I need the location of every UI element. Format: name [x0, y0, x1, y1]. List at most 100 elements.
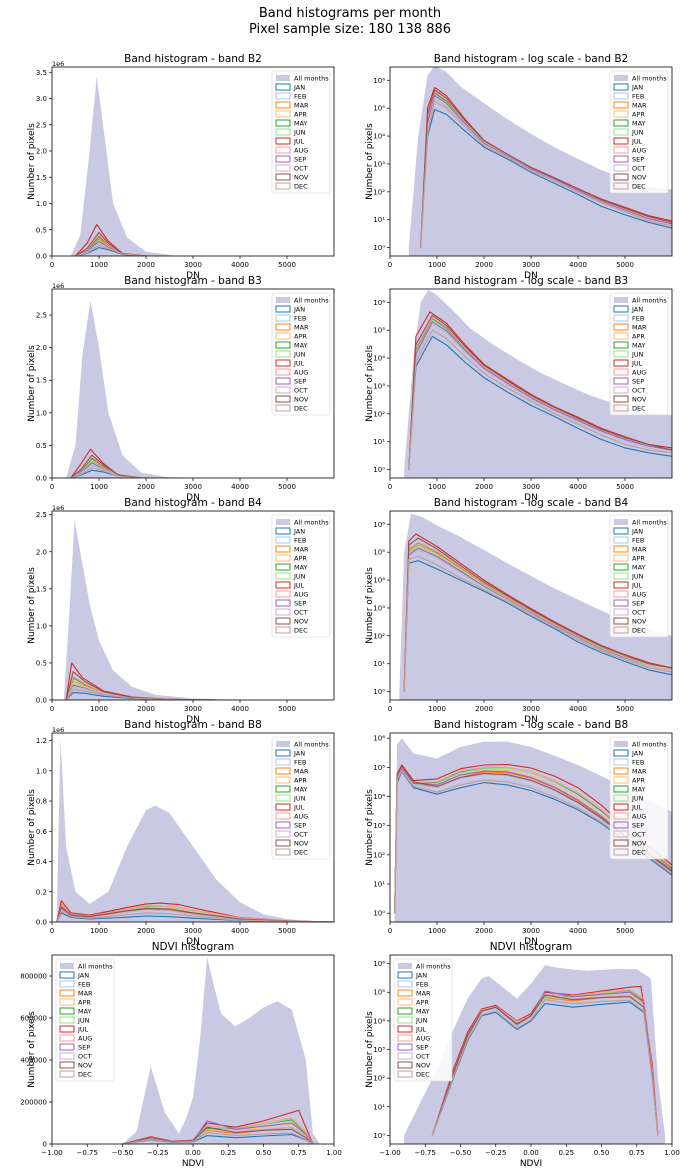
legend-swatch	[275, 341, 291, 349]
legend-item: OCT	[59, 1052, 92, 1061]
y-axis: 0.0 0.5 1.0 1.5 2.0 2.5 1e6	[36, 282, 64, 483]
legend-swatch	[59, 1052, 75, 1060]
legend-item: JUL	[275, 803, 305, 812]
legend-swatch	[397, 1016, 413, 1024]
legend-label: DEC	[632, 627, 646, 635]
series-line-dec	[431, 999, 659, 1136]
legend-label: DEC	[632, 849, 646, 857]
legend-swatch	[613, 572, 629, 580]
legend-swatch	[397, 1025, 413, 1033]
y-tick-label: 10⁰	[373, 244, 385, 252]
legend-label: MAY	[632, 786, 646, 794]
x-tick-label: 2000	[475, 261, 493, 269]
y-tick-label: 0.5	[36, 659, 47, 667]
legend-label: FEB	[294, 537, 306, 545]
legend-swatch	[613, 110, 629, 118]
series-line-jan	[408, 335, 672, 470]
legend-swatch	[275, 554, 291, 562]
series-line-sep	[403, 547, 672, 692]
x-tick-label: 0	[388, 483, 392, 491]
legend-label: All months	[294, 741, 329, 749]
series-line-jan	[420, 108, 672, 248]
legend-swatch	[613, 182, 629, 190]
y-axis: 0 200000 400000 600000 800000	[20, 973, 52, 1149]
legend-item: APR	[613, 554, 645, 563]
legend-swatch	[614, 297, 628, 303]
legend-item: All months	[614, 75, 667, 83]
x-tick-label: −0.25	[147, 1149, 168, 1157]
legend-label: All months	[294, 519, 329, 527]
legend-swatch	[613, 377, 629, 385]
legend-item: FEB	[59, 980, 90, 989]
legend-label: MAY	[294, 564, 308, 572]
legend-label: SEP	[78, 1044, 90, 1052]
x-tick-label: 2000	[475, 705, 493, 713]
chart-title: NDVI histogram	[152, 941, 235, 953]
y-tick-label: 1.2	[36, 737, 47, 745]
legend-swatch	[275, 812, 291, 820]
series-line-nov	[403, 537, 672, 692]
x-axis: 0 1000 2000 3000 4000 5000	[50, 478, 296, 491]
legend-item: JUN	[613, 128, 644, 137]
legend-label: All months	[416, 963, 451, 971]
legend-swatch	[275, 794, 291, 802]
legend-swatch	[613, 545, 629, 553]
legend-swatch	[275, 848, 291, 856]
x-tick-label: 0	[50, 483, 54, 491]
y-tick-label: 1.5	[36, 377, 47, 385]
x-axis-label: DN	[186, 493, 200, 503]
x-tick-label: 3000	[184, 261, 202, 269]
y-tick-label: 10⁶	[373, 735, 385, 743]
legend-swatch	[275, 305, 291, 313]
y-tick-label: 10⁵	[373, 105, 385, 113]
legend-swatch	[613, 101, 629, 109]
y-axis: 10⁰ 10¹ 10² 10³ 10⁴ 10⁵ 10⁶	[373, 960, 390, 1140]
legend-swatch	[613, 404, 629, 412]
legend-swatch	[275, 128, 291, 136]
legend-item: NOV	[275, 839, 309, 848]
y-axis-label: Number of pixels	[27, 1011, 37, 1088]
legend-swatch	[613, 785, 629, 793]
x-tick-label: 5000	[616, 483, 634, 491]
legend-item: SEP	[275, 821, 306, 830]
series-line-feb	[408, 328, 672, 470]
legend-swatch	[613, 767, 629, 775]
x-tick-label: 1000	[90, 927, 108, 935]
legend-swatch	[613, 839, 629, 847]
legend-swatch	[613, 563, 629, 571]
y-tick-label: 10⁰	[373, 466, 385, 474]
x-tick-label: −0.50	[112, 1149, 133, 1157]
legend-item: SEP	[275, 599, 306, 608]
y-axis: 0.0 0.5 1.0 1.5 2.0 2.5 3.0 3.5 1e6	[36, 60, 64, 261]
series-line-nov	[420, 89, 672, 248]
legend-swatch	[613, 812, 629, 820]
legend-swatch	[613, 341, 629, 349]
legend-label: AUG	[294, 147, 308, 155]
series-line-nov	[70, 454, 142, 478]
legend-item: JAN	[275, 83, 305, 92]
legend-swatch	[275, 359, 291, 367]
y-tick-label: 200000	[20, 1099, 47, 1107]
legend-swatch	[613, 314, 629, 322]
x-axis: 0 1000 2000 3000 4000 5000	[388, 700, 634, 713]
legend-label: APR	[294, 555, 307, 563]
legend-swatch	[397, 971, 413, 979]
y-tick-label: 10⁴	[373, 577, 385, 585]
legend-label: MAY	[632, 120, 646, 128]
legend-swatch	[275, 350, 291, 358]
legend-label: APR	[632, 777, 645, 785]
legend-item: JUN	[275, 128, 306, 137]
legend-label: JAN	[293, 528, 305, 536]
legend-label: AUG	[416, 1035, 430, 1043]
legend-label: DEC	[632, 183, 646, 191]
legend-label: JUN	[293, 573, 306, 581]
legend-swatch	[397, 998, 413, 1006]
y-tick-label: 0.0	[36, 697, 47, 705]
legend-swatch	[613, 758, 629, 766]
legend-label: SEP	[632, 156, 644, 164]
legend-label: SEP	[294, 156, 306, 164]
x-tick-label: 1.00	[664, 1149, 680, 1157]
y-tick-label: 1.0	[36, 409, 47, 417]
legend-label: JAN	[415, 972, 427, 980]
legend-item: NOV	[275, 173, 309, 182]
